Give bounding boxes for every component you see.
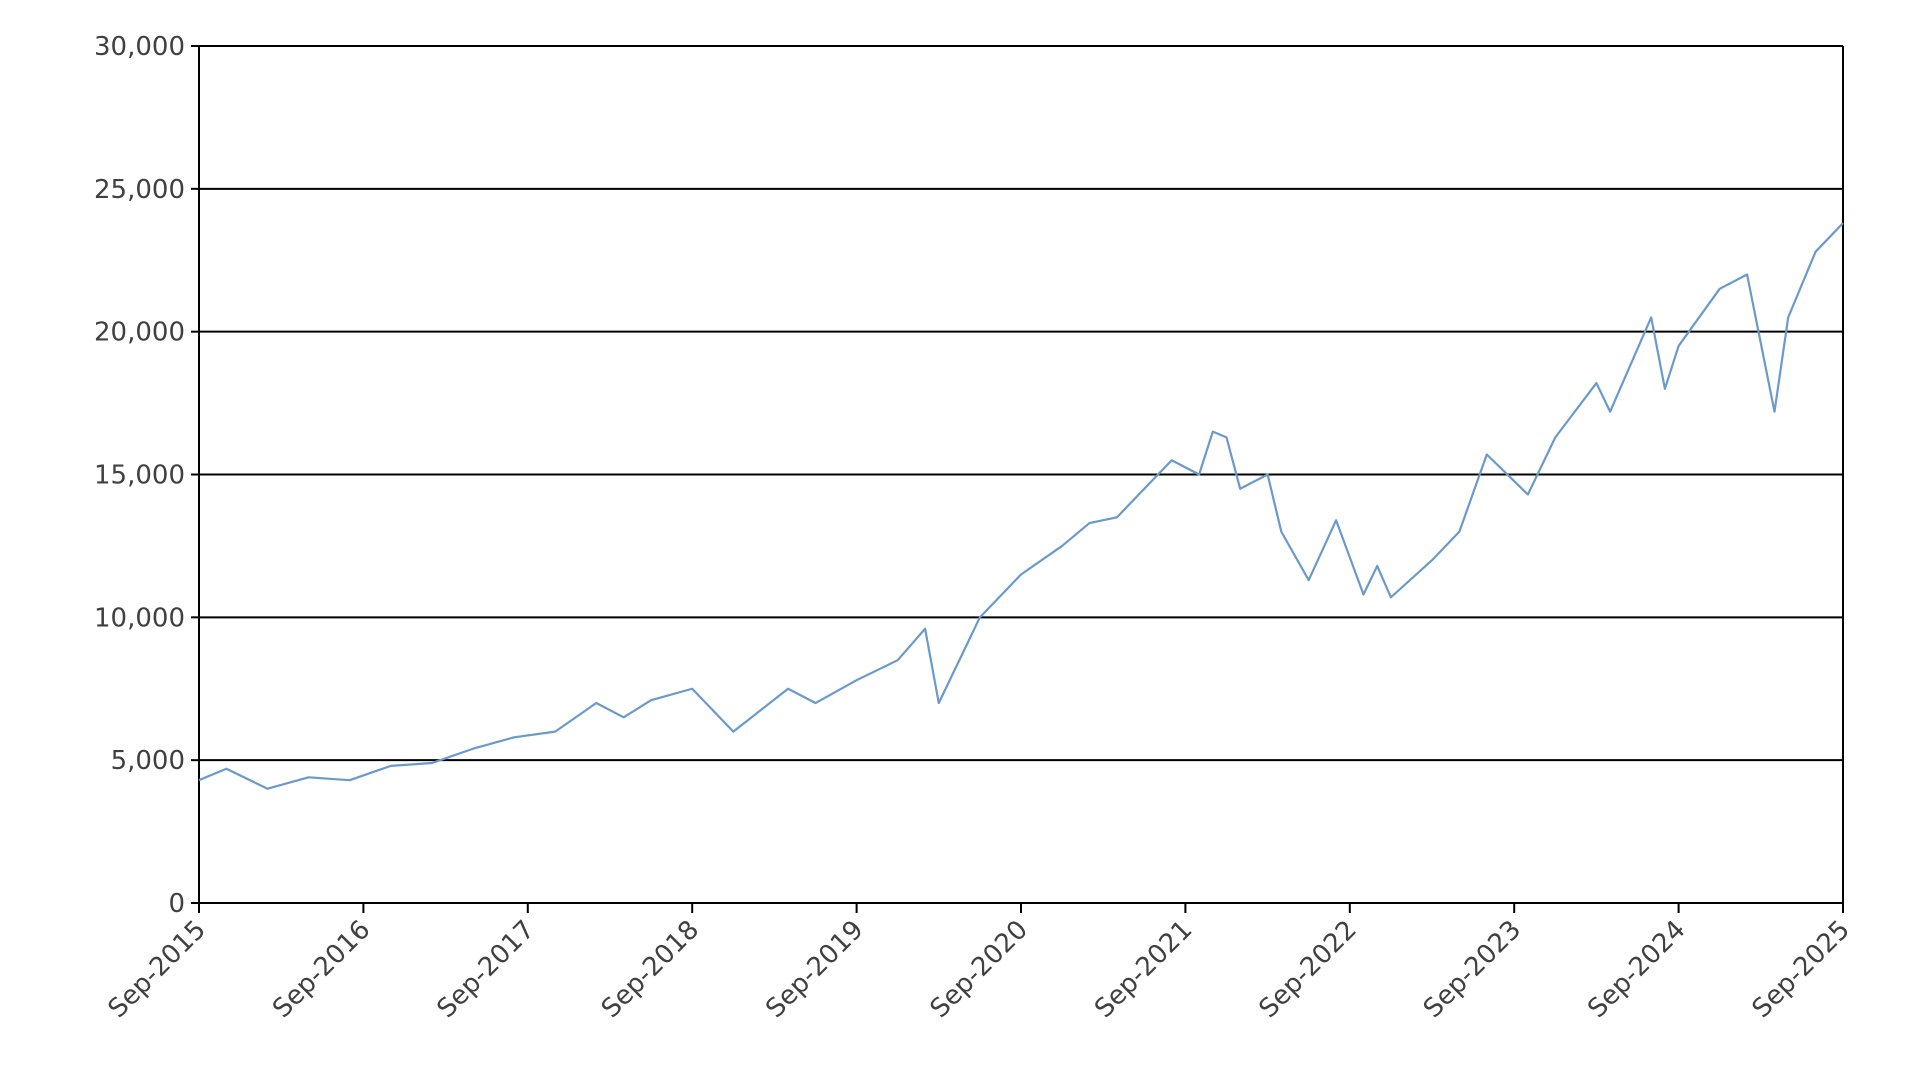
y-tick-label: 0: [168, 889, 185, 919]
x-tick-label: Sep-2018: [596, 915, 705, 1024]
x-tick-label: Sep-2015: [103, 915, 212, 1024]
x-tick-label: Sep-2023: [1418, 915, 1527, 1024]
x-tick-label: Sep-2021: [1089, 915, 1198, 1024]
y-tick-label: 30,000: [94, 32, 185, 62]
x-tick-label: Sep-2019: [760, 915, 869, 1024]
x-tick-label: Sep-2022: [1253, 915, 1362, 1024]
y-tick-label: 20,000: [94, 318, 185, 348]
x-tick-label: Sep-2025: [1747, 915, 1856, 1024]
y-tick-label: 10,000: [94, 603, 185, 633]
y-tick-label: 25,000: [94, 175, 185, 205]
y-tick-label: 5,000: [111, 746, 185, 776]
x-tick-label: Sep-2017: [431, 915, 540, 1024]
data-line: [198, 222, 1844, 790]
x-tick-label: Sep-2024: [1582, 915, 1691, 1024]
y-tick-label: 15,000: [94, 461, 185, 491]
x-tick-label: Sep-2020: [925, 915, 1034, 1024]
x-tick-label: Sep-2016: [267, 915, 376, 1024]
